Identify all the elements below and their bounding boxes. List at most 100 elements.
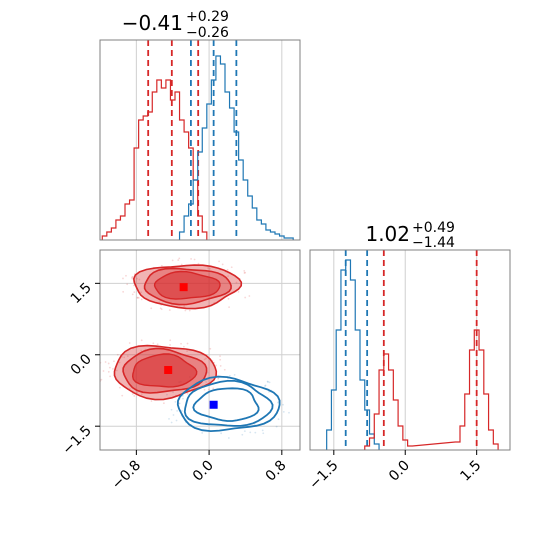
sample-point: [228, 306, 230, 309]
sample-point: [243, 270, 246, 272]
sample-point: [170, 421, 173, 424]
sample-point: [203, 388, 206, 391]
sample-point: [140, 349, 143, 352]
sample-point: [217, 377, 220, 380]
sample-point: [156, 343, 159, 346]
title-bottom-right: 1.02 +0.49 −1.44: [365, 220, 455, 251]
sample-point: [215, 364, 217, 367]
sample-point: [133, 284, 135, 287]
sample-point: [118, 386, 121, 389]
sample-point: [266, 380, 269, 383]
sample-point: [162, 402, 165, 405]
sample-point: [109, 375, 111, 378]
sample-point: [131, 293, 134, 296]
sample-point: [243, 272, 246, 274]
histogram-step-series-1: [178, 55, 294, 240]
sample-point: [186, 350, 188, 353]
y-tick-label: 0.0: [68, 351, 95, 378]
sample-point: [152, 342, 155, 345]
sample-point: [264, 384, 267, 387]
sample-point: [244, 296, 247, 299]
sample-point: [123, 356, 126, 359]
sample-point: [228, 374, 231, 377]
sample-point: [282, 411, 285, 413]
axes-frame: [309, 249, 511, 451]
sample-point: [207, 267, 209, 269]
sample-point: [264, 385, 266, 387]
sample-point: [178, 257, 181, 260]
sample-point: [159, 307, 162, 310]
sample-point: [118, 361, 121, 364]
sample-point: [180, 263, 183, 266]
sample-point: [160, 264, 163, 267]
sample-point: [160, 308, 163, 311]
sample-point: [277, 401, 279, 404]
sample-point: [186, 342, 189, 345]
axes-frame: [99, 39, 301, 241]
sample-point: [244, 271, 247, 274]
sample-point: [254, 431, 257, 434]
sample-point: [235, 281, 238, 284]
sample-point: [137, 296, 140, 299]
sample-point: [131, 275, 134, 278]
sample-point: [186, 392, 189, 395]
sample-point: [128, 342, 131, 344]
sample-point: [178, 402, 181, 405]
sample-point: [168, 309, 171, 311]
y-tick-label: 1.5: [68, 280, 95, 307]
sample-point: [193, 258, 196, 261]
sample-point: [169, 339, 172, 342]
sample-point: [131, 277, 134, 280]
sample-point: [275, 425, 278, 428]
sample-point: [172, 391, 174, 394]
sample-point: [169, 344, 171, 346]
sample-point: [184, 309, 187, 312]
y-tick-label: −1.5: [59, 423, 94, 458]
sample-point: [107, 370, 110, 373]
sample-point: [209, 267, 211, 270]
sample-point: [130, 276, 133, 279]
sample-point: [277, 418, 280, 421]
title-br-main: 1.02: [365, 222, 410, 246]
sample-point: [205, 381, 208, 383]
title-top-sup: +0.29: [186, 9, 229, 25]
point-marker: [164, 366, 173, 374]
sample-point: [233, 373, 236, 376]
sample-point: [116, 353, 119, 356]
sample-point: [207, 388, 210, 391]
title-br-sup: +0.49: [412, 220, 455, 236]
point-marker: [209, 400, 218, 409]
sample-point: [170, 408, 173, 411]
contour-level-outer: [176, 375, 281, 433]
sample-point: [249, 431, 252, 434]
sample-point: [140, 339, 143, 342]
sample-point: [209, 347, 212, 350]
sample-point: [150, 400, 153, 402]
point-marker: [179, 283, 188, 292]
sample-point: [220, 432, 223, 435]
panel-top-left: [99, 39, 301, 241]
sample-point: [166, 393, 168, 396]
sample-point: [182, 395, 184, 397]
x-tick-label: 0.0: [190, 458, 217, 485]
sample-point: [150, 307, 153, 310]
sample-point: [243, 430, 246, 433]
sample-point: [219, 358, 222, 361]
sample-point: [136, 296, 139, 299]
x-tick-label: 0.0: [386, 458, 413, 485]
sample-point: [140, 298, 143, 301]
sample-point: [288, 411, 290, 414]
sample-point: [268, 381, 271, 384]
sample-point: [180, 342, 182, 345]
sample-point: [183, 305, 186, 308]
sample-point: [262, 432, 265, 435]
sample-point: [190, 258, 192, 260]
x-tick-label: 0.8: [263, 458, 290, 485]
sample-point: [136, 391, 139, 394]
contour-content: [100, 250, 300, 450]
sample-point: [133, 291, 136, 294]
contour-level-mid: [183, 380, 274, 427]
sample-point: [102, 370, 105, 372]
sample-point: [182, 345, 185, 348]
